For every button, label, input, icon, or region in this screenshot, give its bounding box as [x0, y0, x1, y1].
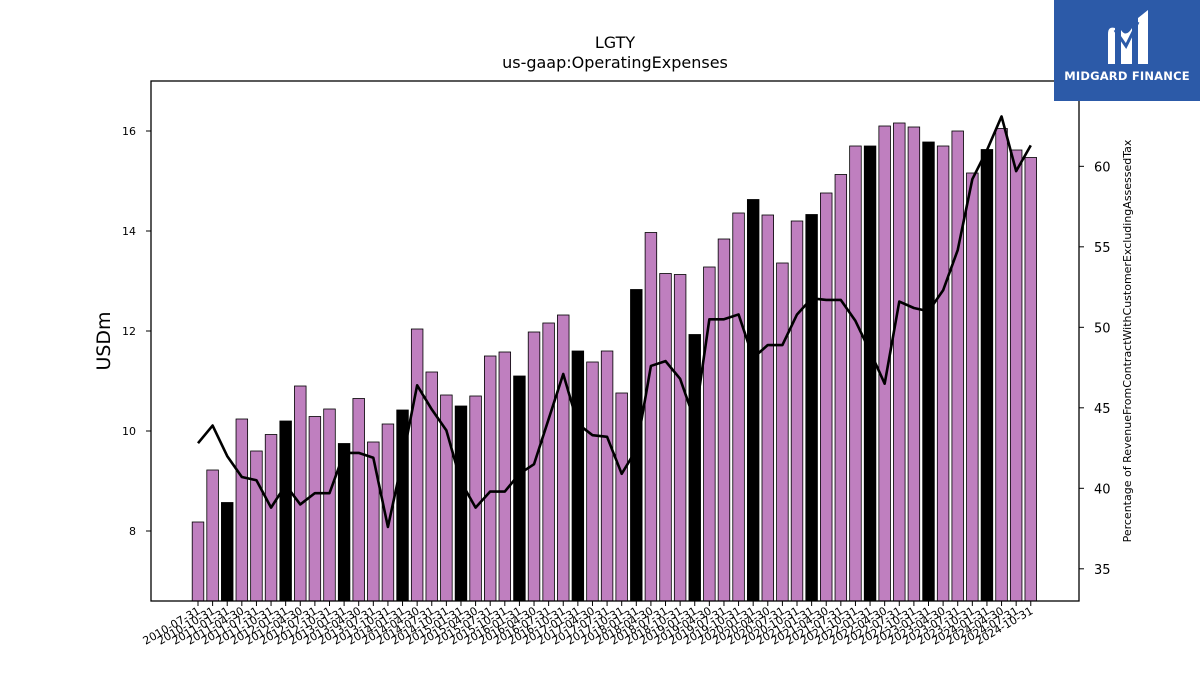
bar-2015-10-31 [498, 351, 512, 602]
bar-2023-07-31 [951, 130, 964, 602]
y2-tick-label: 40 [1094, 482, 1111, 497]
chart-title: LGTY [595, 33, 636, 52]
y2-tick-label: 50 [1094, 321, 1111, 336]
y2-tick-label: 35 [1094, 563, 1111, 578]
y2-tick-label: 60 [1094, 160, 1111, 175]
bar-2011-10-31 [264, 434, 278, 602]
y2-tick-label: 55 [1094, 241, 1111, 256]
y2-tick-label: 45 [1094, 402, 1111, 417]
y-axis-label: USDm [93, 311, 115, 370]
chart-subtitle: us-gaap:OperatingExpenses [502, 53, 728, 72]
bar-group [191, 122, 1037, 602]
bar-2018-10-31 [673, 274, 687, 602]
y-tick-label: 8 [129, 525, 136, 538]
brand-logo: MIDGARD FINANCE [1054, 0, 1200, 101]
bar-2010-10-31 [206, 469, 219, 602]
bar-2010-07-31 [191, 521, 205, 602]
bar-2017-01-31 [571, 350, 585, 602]
bar-2023-10-31 [966, 172, 979, 602]
bar-2016-07-31 [542, 322, 555, 602]
y-tick-label: 14 [122, 225, 136, 238]
y2-axis-label: Percentage of RevenueFromContractWithCus… [1121, 139, 1134, 542]
bar-2018-04-30 [644, 232, 658, 602]
plot-frame [150, 80, 1080, 602]
bar-2019-10-31 [732, 212, 745, 602]
axes: 8101214163540455055602010-07-312010-10-3… [122, 80, 1111, 648]
bar-2022-07-31 [893, 122, 906, 602]
bar-2012-07-31 [308, 416, 322, 602]
bar-2017-04-30 [586, 361, 599, 602]
bar-2015-01-31 [454, 405, 468, 602]
bar-2022-01-31 [863, 145, 877, 602]
bar-2015-07-31 [483, 355, 497, 602]
line-layer [196, 115, 1032, 529]
bar-2016-01-31 [513, 375, 526, 602]
bar-2024-07-31 [1009, 149, 1023, 602]
bar-2011-01-31 [221, 502, 234, 602]
bar-2016-10-31 [557, 314, 570, 602]
y-tick-label: 12 [122, 325, 136, 338]
logo-mark-icon [1108, 10, 1148, 65]
bar-2011-04-30 [235, 418, 249, 602]
bar-2018-07-31 [659, 273, 672, 602]
bar-2013-04-30 [352, 398, 365, 602]
y-tick-label: 10 [122, 425, 136, 438]
y-tick-label: 16 [122, 125, 136, 138]
bar-2024-04-30 [995, 128, 1008, 602]
bar-2019-07-31 [717, 238, 731, 602]
bar-2021-04-30 [820, 192, 833, 602]
bar-2012-04-30 [294, 385, 307, 602]
bar-2019-01-31 [688, 334, 701, 602]
brand-name: MIDGARD FINANCE [1064, 69, 1190, 83]
bar-2020-01-31 [746, 199, 760, 602]
bar-2012-01-31 [279, 420, 292, 602]
bar-2023-04-30 [936, 145, 950, 602]
bar-2020-10-31 [790, 220, 804, 602]
bar-2023-01-31 [922, 141, 935, 602]
bar-2021-07-31 [834, 174, 848, 602]
bar-2014-07-31 [425, 371, 438, 602]
bar-2020-04-30 [761, 214, 774, 602]
bar-2021-10-31 [849, 145, 862, 602]
bar-2020-07-31 [776, 262, 789, 602]
bar-2012-10-31 [323, 408, 336, 602]
bar-2011-07-31 [250, 450, 263, 602]
bar-2014-04-30 [410, 328, 424, 602]
bar-2022-10-31 [907, 126, 921, 602]
bar-2024-01-31 [980, 149, 994, 602]
bar-2021-01-31 [805, 214, 818, 602]
bar-2019-04-30 [703, 266, 716, 602]
bar-2017-10-31 [615, 392, 628, 602]
bar-2017-07-31 [600, 350, 614, 602]
bar-2024-10-31 [1024, 157, 1037, 602]
percentage-line [196, 115, 1032, 529]
bar-2013-07-31 [367, 441, 380, 602]
